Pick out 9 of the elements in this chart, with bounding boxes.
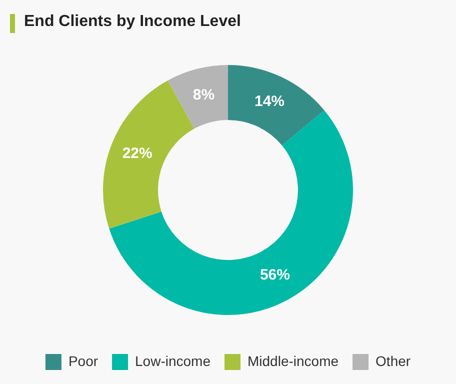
legend-label: Middle-income [248, 352, 339, 369]
legend-label: Low-income [135, 352, 211, 369]
legend-label: Poor [68, 352, 98, 369]
data-label: 8% [192, 86, 215, 104]
legend-label: Other [376, 352, 411, 369]
data-label: 22% [122, 145, 152, 162]
data-label: 56% [260, 266, 290, 284]
chart-title: End Clients by Income Level [24, 13, 241, 31]
data-label: 14% [254, 92, 285, 110]
